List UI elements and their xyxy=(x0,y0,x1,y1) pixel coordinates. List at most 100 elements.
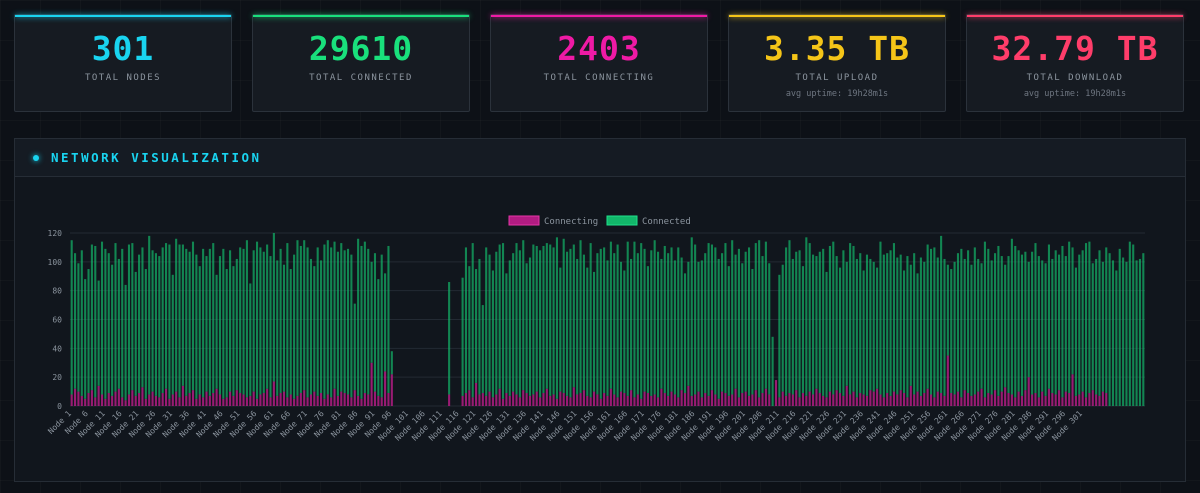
bar-connecting xyxy=(481,393,484,406)
bar-connected xyxy=(721,253,724,392)
bar-connecting xyxy=(835,390,838,406)
bar-connecting xyxy=(609,388,612,406)
legend-swatch-connecting xyxy=(508,215,540,226)
bar-connecting xyxy=(758,397,761,406)
bar-connecting xyxy=(461,395,464,406)
bar-connecting xyxy=(613,394,616,406)
bar-connected xyxy=(778,274,781,398)
bar-connected xyxy=(842,250,845,396)
y-tick-label: 100 xyxy=(48,258,63,267)
bar-connecting xyxy=(97,385,100,406)
bar-connected xyxy=(498,244,501,389)
bar-connected xyxy=(306,247,309,398)
bar-connected xyxy=(491,270,494,398)
bar-connected xyxy=(953,261,956,395)
bar-connected xyxy=(185,248,188,396)
bar-connecting xyxy=(774,380,778,406)
bar-connected xyxy=(855,258,858,398)
accent-bar xyxy=(15,15,231,17)
bar-connected xyxy=(373,253,377,392)
bar-connecting xyxy=(559,391,562,406)
bar-connected xyxy=(1115,270,1118,406)
bar-connected xyxy=(1138,258,1141,406)
bar-connecting xyxy=(340,391,343,406)
bar-connecting xyxy=(508,395,511,406)
bar-connecting xyxy=(1044,395,1047,406)
bar-connected xyxy=(1098,250,1101,396)
bar-connecting xyxy=(842,395,845,406)
bar-connected xyxy=(862,270,865,395)
bar-connecting xyxy=(269,397,272,406)
bar-connecting xyxy=(630,390,633,406)
bar-connected xyxy=(313,266,316,392)
bar-connected xyxy=(993,253,997,391)
bar-connected xyxy=(353,303,356,391)
bar-connecting xyxy=(724,393,727,406)
bar-connecting xyxy=(673,394,676,406)
bar-connected xyxy=(744,251,747,392)
stat-uptime: avg uptime: 19h28m1s xyxy=(785,89,889,99)
bar-connecting xyxy=(687,385,690,406)
bar-connected xyxy=(909,264,912,386)
bar-connected xyxy=(781,264,784,392)
bar-connected xyxy=(107,253,110,394)
bar-connected xyxy=(852,245,855,392)
bar-connecting xyxy=(950,393,953,406)
bar-connected xyxy=(1135,260,1138,406)
bar-connected xyxy=(1034,243,1037,394)
bar-connected xyxy=(485,247,488,396)
bar-connecting xyxy=(171,394,174,406)
bar-connected xyxy=(475,269,478,383)
stat-card-connected: 29610 TOTAL CONNECTED xyxy=(252,14,470,112)
bar-connecting xyxy=(1091,390,1094,406)
bar-connecting xyxy=(185,395,188,406)
bar-connected xyxy=(970,264,973,396)
bar-connecting xyxy=(596,394,599,406)
bar-connected xyxy=(1088,241,1091,394)
bar-connected xyxy=(1142,253,1145,406)
bar-connecting xyxy=(525,393,528,406)
bar-connected xyxy=(380,254,383,398)
bar-connecting xyxy=(107,393,110,406)
bar-connecting xyxy=(148,394,151,406)
bar-connecting xyxy=(262,393,265,406)
bar-connected xyxy=(336,251,339,396)
bar-connected xyxy=(980,263,983,389)
bar-connected xyxy=(252,250,255,392)
bar-connecting xyxy=(239,393,242,406)
bar-connected xyxy=(997,245,1000,396)
bar-connected xyxy=(542,245,545,394)
bar-connecting xyxy=(168,398,171,406)
bar-connecting xyxy=(1098,395,1101,406)
bar-connecting xyxy=(926,388,929,406)
bar-connecting xyxy=(727,395,730,406)
bar-connected xyxy=(1054,250,1057,395)
bar-connected xyxy=(205,256,208,392)
bar-connected xyxy=(1017,250,1020,392)
bar-connecting xyxy=(640,398,643,406)
bar-connecting xyxy=(734,388,737,406)
bar-connected xyxy=(734,254,737,389)
bar-connected xyxy=(882,254,885,398)
bar-connected xyxy=(141,247,144,388)
bar-connected xyxy=(697,261,700,392)
bar-connected xyxy=(653,240,656,395)
bar-connected xyxy=(360,245,363,399)
bar-connected xyxy=(148,235,151,395)
bar-connected xyxy=(195,254,198,399)
bar-connecting xyxy=(380,397,383,406)
bar-connecting xyxy=(1105,393,1108,406)
bar-connected xyxy=(919,257,922,396)
y-tick-label: 120 xyxy=(48,229,63,238)
bar-connecting xyxy=(350,397,353,406)
bar-connecting xyxy=(323,398,326,406)
bar-connected xyxy=(737,248,740,398)
bar-connected xyxy=(630,258,633,391)
bar-connecting xyxy=(1047,388,1050,406)
bar-connected xyxy=(768,263,771,395)
bar-connected xyxy=(505,273,508,394)
bar-connecting xyxy=(707,395,710,406)
bar-connected xyxy=(889,250,892,396)
bar-connecting xyxy=(845,385,848,406)
bar-connecting xyxy=(475,382,478,406)
